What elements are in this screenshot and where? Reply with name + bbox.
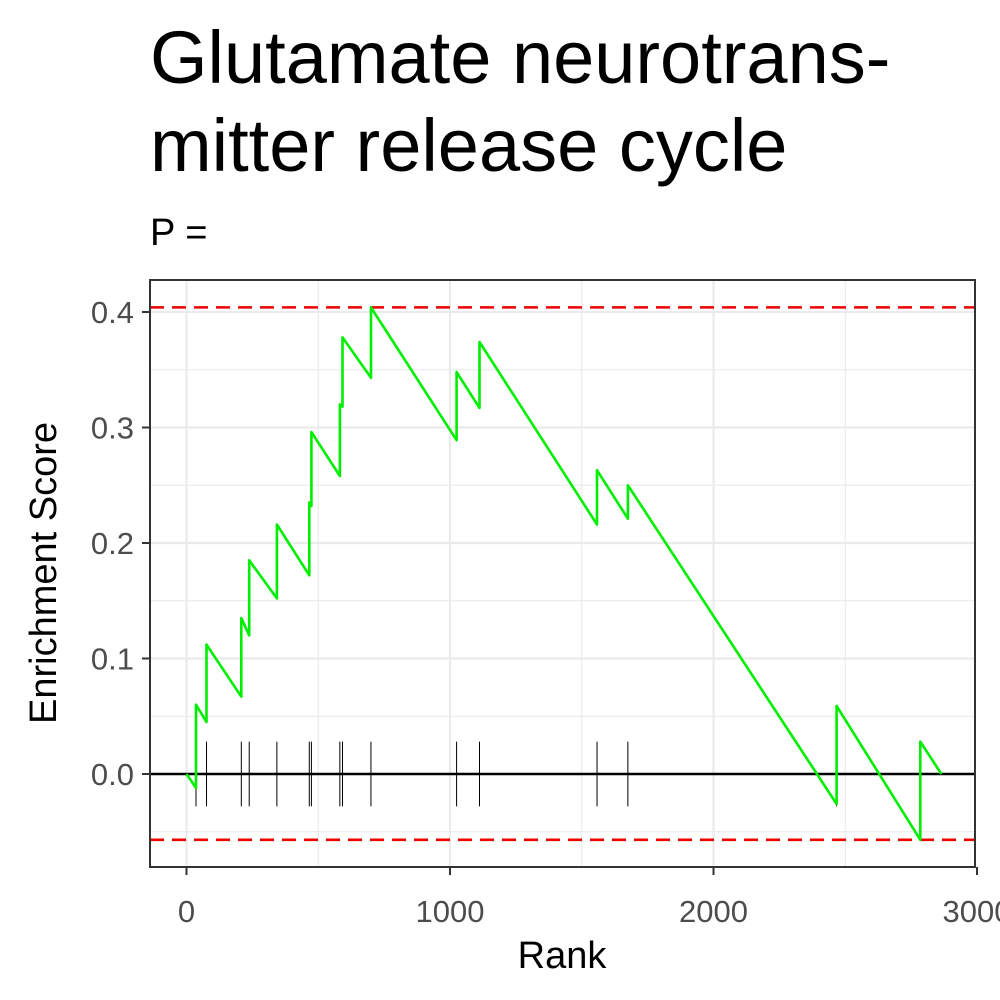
y-tick-label: 0.2 — [91, 526, 134, 561]
y-axis-label: Enrichment Score — [23, 422, 65, 724]
y-tick-label: 0.4 — [91, 295, 134, 330]
chart-subtitle: P = — [150, 212, 208, 254]
y-axis-ticks: 0.0 0.1 0.2 0.3 0.4 — [91, 295, 150, 792]
x-tick-label: 0 — [178, 894, 195, 929]
reference-lines — [150, 306, 975, 842]
x-tick-label: 1000 — [416, 894, 485, 929]
chart-title: Glutamate neurotrans- mitter release cyc… — [150, 16, 891, 187]
x-tick-label: 2000 — [679, 894, 748, 929]
minor-grid — [150, 280, 975, 867]
y-tick-label: 0.1 — [91, 642, 134, 677]
x-axis-label: Rank — [518, 935, 608, 977]
y-tick-label: 0.3 — [91, 411, 134, 446]
panel-border — [149, 279, 976, 868]
major-grid — [150, 280, 975, 867]
enrichment-curve-group — [185, 306, 943, 842]
enrichment-curve — [185, 306, 943, 842]
y-tick-label: 0.0 — [91, 757, 134, 792]
